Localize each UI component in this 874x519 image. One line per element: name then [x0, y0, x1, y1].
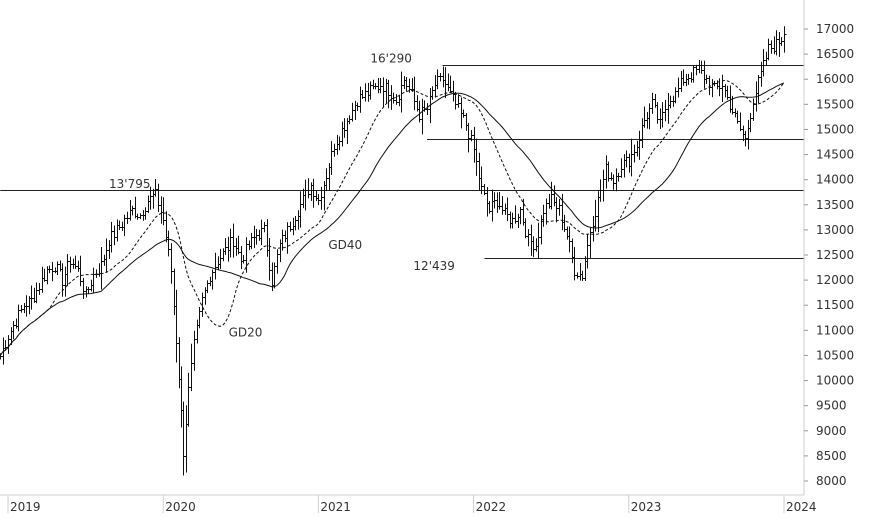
y-tick-label: 8000: [816, 474, 847, 488]
y-tick-label: 15500: [816, 97, 854, 111]
x-tick-label: 2020: [165, 500, 196, 514]
x-tick-label: 2023: [631, 500, 662, 514]
annotation-label: GD40: [328, 238, 362, 252]
gd20-line: [0, 79, 785, 356]
y-tick-label: 16000: [816, 72, 854, 86]
y-tick-label: 9500: [816, 399, 847, 413]
annotation-label: 13'795: [109, 177, 150, 191]
x-tick-label: 2024: [786, 500, 817, 514]
y-tick-label: 13500: [816, 198, 854, 212]
annotation-label: 12'439: [413, 259, 454, 273]
y-tick-label: 10000: [816, 374, 854, 388]
gd40-line: [0, 82, 785, 356]
annotation-label: 16'290: [370, 52, 411, 66]
annotation-label: GD20: [229, 325, 263, 339]
x-tick-label: 2021: [320, 500, 351, 514]
y-tick-label: 13000: [816, 223, 854, 237]
y-tick-label: 15000: [816, 122, 854, 136]
ohlc-bars: [0, 26, 787, 476]
y-tick-label: 9000: [816, 424, 847, 438]
y-axis: 8000 8500 9000 9500 10000 10500 11000 11500 1200…: [803, 0, 854, 495]
moving-averages: [0, 79, 785, 356]
y-tick-label: 11500: [816, 298, 854, 312]
annotations: 13'795 16'290 12'439 GD20 GD40: [109, 52, 455, 340]
y-tick-label: 10500: [816, 348, 854, 362]
y-tick-label: 11000: [816, 323, 854, 337]
x-axis: 2019 2020 2021 2022 2023 2024: [0, 494, 817, 514]
x-tick-label: 2022: [476, 500, 507, 514]
y-tick-label: 17000: [816, 22, 854, 36]
y-tick-label: 14500: [816, 148, 854, 162]
x-tick-label: 2019: [10, 500, 41, 514]
y-tick-label: 12000: [816, 273, 854, 287]
support-resistance-lines: [0, 65, 804, 259]
y-tick-label: 12500: [816, 248, 854, 262]
y-tick-label: 14000: [816, 173, 854, 187]
y-tick-label: 8500: [816, 449, 847, 463]
y-tick-label: 16500: [816, 47, 854, 61]
